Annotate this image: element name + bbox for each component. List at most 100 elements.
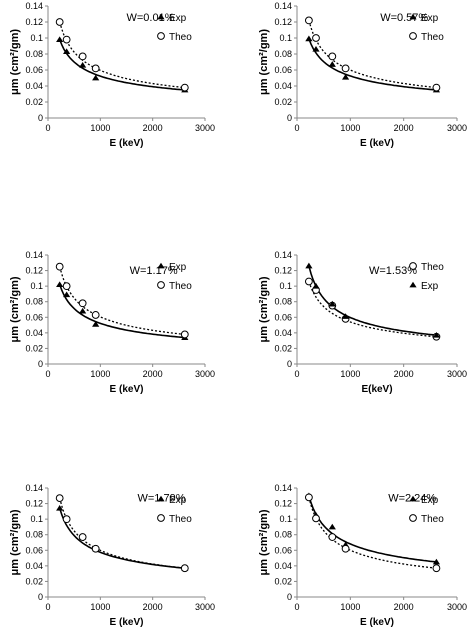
data-point-exp [328, 300, 336, 307]
y-tick-label: 0.1 [30, 33, 43, 43]
y-tick-label: 0.1 [30, 281, 43, 291]
legend-label-theo: Theo [169, 514, 192, 525]
y-tick-label: 0 [287, 359, 292, 369]
x-tick-label: 2000 [143, 123, 163, 133]
data-point-theo [62, 282, 71, 291]
x-tick-label: 0 [45, 369, 50, 379]
y-axis-label: μm (cm²/gm) [258, 276, 270, 342]
y-tick-label: 0.04 [25, 328, 43, 338]
data-point-theo [180, 330, 189, 339]
y-tick-label: 0.02 [274, 576, 292, 586]
data-point-exp [312, 45, 320, 52]
data-point-exp [341, 313, 350, 319]
y-axis-label: μm (cm²/gm) [9, 29, 21, 95]
y-tick-label: 0.04 [25, 81, 43, 91]
x-tick-label: 2000 [143, 602, 163, 612]
legend-marker-exp [409, 495, 417, 502]
fit-curve-theo [308, 281, 437, 338]
y-tick-label: 0.08 [274, 49, 292, 59]
y-axis-label: μm (cm²/gm) [258, 29, 270, 95]
x-tick-label: 0 [45, 123, 50, 133]
y-tick-label: 0.12 [25, 17, 43, 27]
data-point-exp [328, 523, 336, 530]
data-point-exp [92, 74, 100, 81]
data-point-exp [341, 73, 350, 80]
legend-marker-exp [157, 262, 165, 269]
chart-panel-4: 0 0.02 0.04 0.06 0.08 0.1 0.12 0.14 0 1000 2000 300… [258, 250, 467, 395]
data-point-theo [91, 64, 100, 73]
legend-marker-exp [409, 13, 417, 20]
annotation-label: W=0.57% [380, 12, 428, 24]
data-point-exp [79, 61, 87, 68]
data-point-theo [432, 83, 441, 92]
fit-curve-theo [59, 21, 185, 89]
y-axis-label: μm (cm²/gm) [258, 509, 270, 575]
data-point-theo [341, 544, 350, 553]
x-axis-label: E(keV) [361, 384, 392, 395]
legend-marker-theo [409, 514, 417, 522]
y-tick-label: 0.06 [274, 65, 292, 75]
legend-marker-exp [157, 495, 165, 502]
x-tick-label: 3000 [447, 369, 467, 379]
y-tick-label: 0.04 [274, 81, 292, 91]
y-tick-label: 0.12 [274, 266, 292, 276]
data-point-theo [312, 34, 320, 42]
y-tick-label: 0.02 [25, 576, 43, 586]
legend-marker-theo [157, 32, 165, 40]
chart-panel-1: 0 0.02 0.04 0.06 0.08 0.1 0.12 0.14 0 1000 2000 300… [9, 1, 215, 149]
data-point-exp [305, 262, 313, 269]
y-tick-label: 0.02 [25, 343, 43, 353]
data-point-theo [304, 16, 313, 25]
x-axis-label: E (keV) [110, 384, 144, 395]
data-point-theo [312, 514, 320, 523]
y-axis-label: μm (cm²/gm) [9, 509, 21, 575]
y-tick-label: 0.02 [274, 97, 292, 107]
y-tick-label: 0.04 [25, 561, 43, 571]
y-tick-label: 0.12 [25, 266, 43, 276]
y-tick-label: 0.14 [25, 250, 43, 260]
data-point-exp [92, 321, 100, 327]
data-point-theo [180, 83, 189, 92]
legend-marker-exp [157, 13, 165, 20]
data-point-theo [55, 494, 64, 503]
legend-label-exp: Exp [421, 281, 439, 292]
y-tick-label: 0.1 [279, 514, 292, 524]
legend-marker-theo [157, 281, 165, 289]
y-tick-label: 0 [287, 113, 292, 123]
data-point-theo [78, 52, 87, 61]
legend-label-theo: Theo [421, 262, 444, 273]
y-tick-label: 0.06 [274, 545, 292, 555]
data-point-exp [432, 558, 441, 565]
data-point-theo [78, 299, 87, 308]
y-tick-label: 0.14 [274, 250, 292, 260]
annotation-label: W=1.53% [369, 265, 417, 277]
y-tick-label: 0.06 [25, 312, 43, 322]
x-tick-label: 3000 [447, 602, 467, 612]
y-tick-label: 0.12 [25, 499, 43, 509]
y-tick-label: 0 [38, 113, 43, 123]
legend-marker-exp [409, 281, 417, 288]
data-point-exp [432, 331, 441, 338]
legend-label-exp: Exp [421, 495, 439, 506]
data-point-exp [63, 291, 71, 298]
x-axis-label: E (keV) [110, 138, 144, 149]
x-tick-label: 2000 [394, 369, 414, 379]
data-point-exp [63, 48, 71, 55]
y-tick-label: 0.06 [25, 65, 43, 75]
legend-label-exp: Exp [169, 495, 187, 506]
x-tick-label: 2000 [143, 369, 163, 379]
y-tick-label: 0.06 [25, 545, 43, 555]
chart-panel-6: 0 0.02 0.04 0.06 0.08 0.1 0.12 0.14 0 1000 2000 300… [258, 483, 467, 627]
legend-marker-theo [157, 514, 165, 522]
legend-label-theo: Theo [169, 32, 192, 43]
y-tick-label: 0.1 [30, 514, 43, 524]
x-tick-label: 2000 [394, 602, 414, 612]
y-tick-label: 0.08 [274, 297, 292, 307]
x-tick-label: 0 [294, 602, 299, 612]
y-tick-label: 0.14 [274, 1, 292, 11]
y-tick-label: 0.14 [274, 483, 292, 493]
chart-panel-2: 0 0.02 0.04 0.06 0.08 0.1 0.12 0.14 0 1000 2000 300… [258, 1, 467, 149]
y-tick-label: 0.1 [279, 33, 292, 43]
x-tick-label: 1000 [340, 369, 360, 379]
data-point-theo [432, 564, 441, 573]
